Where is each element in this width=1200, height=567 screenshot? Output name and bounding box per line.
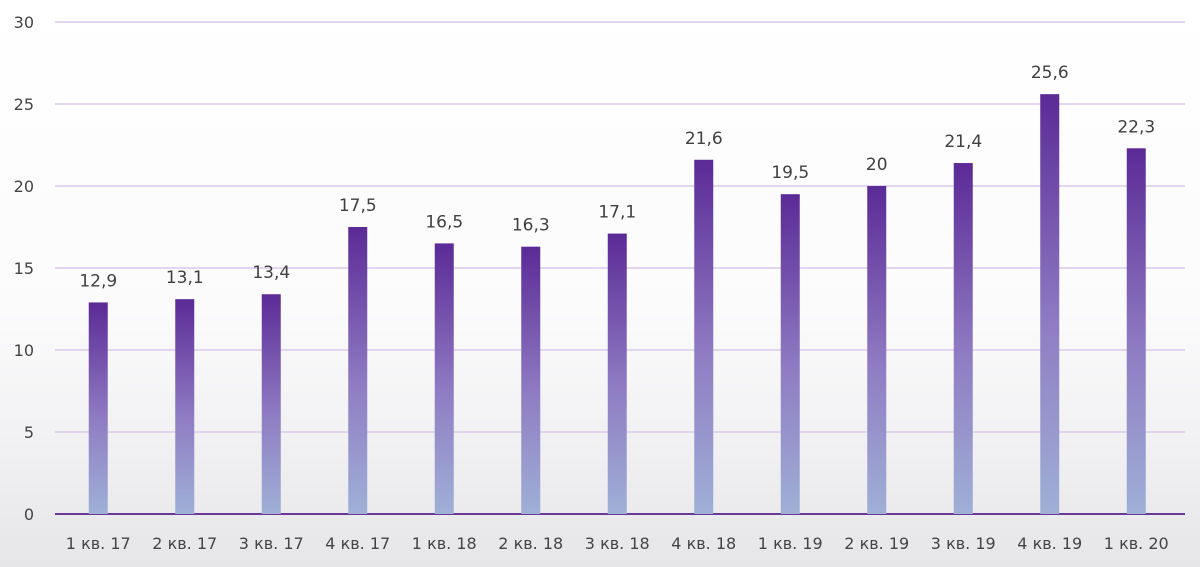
bar <box>953 163 973 515</box>
x-tick-label: 3 кв. 18 <box>585 534 650 553</box>
y-axis-tick-labels: 0 5 10 15 20 25 30 <box>14 13 34 524</box>
bar <box>694 159 714 514</box>
data-label: 12,9 <box>79 271 117 291</box>
data-label: 13,4 <box>252 263 290 283</box>
x-tick-label: 4 кв. 19 <box>1017 534 1082 553</box>
bar <box>780 194 800 514</box>
data-label: 16,3 <box>512 216 550 236</box>
bar <box>1126 148 1146 514</box>
data-label: 21,6 <box>685 129 723 149</box>
data-label: 17,1 <box>598 203 636 223</box>
x-tick-label: 1 кв. 18 <box>412 534 477 553</box>
bar <box>1040 94 1060 514</box>
data-label: 19,5 <box>771 163 809 183</box>
x-axis-tick-labels: 1 кв. 17 2 кв. 17 3 кв. 17 4 кв. 17 1 кв. 18… <box>66 534 1169 553</box>
x-tick-label: 4 кв. 17 <box>325 534 390 553</box>
y-tick-label: 30 <box>14 13 34 32</box>
data-label: 21,4 <box>944 132 982 152</box>
y-tick-label: 15 <box>14 259 34 278</box>
y-tick-label: 25 <box>14 95 34 114</box>
bar <box>175 299 195 514</box>
data-label: 22,3 <box>1117 117 1155 137</box>
bar <box>348 227 368 514</box>
bar <box>434 243 454 514</box>
y-tick-label: 0 <box>24 505 34 524</box>
x-tick-label: 1 кв. 20 <box>1104 534 1169 553</box>
x-tick-label: 3 кв. 17 <box>239 534 304 553</box>
data-labels: 12,9 13,1 13,4 17,5 16,5 16,3 17,1 21,6 19,5 20 21… <box>79 63 1155 291</box>
x-tick-label: 1 кв. 19 <box>758 534 823 553</box>
bar <box>607 233 627 514</box>
x-tick-label: 2 кв. 17 <box>152 534 217 553</box>
bar <box>867 186 887 514</box>
y-tick-label: 10 <box>14 341 34 360</box>
bar <box>88 302 108 514</box>
bar <box>261 294 281 514</box>
x-tick-label: 1 кв. 17 <box>66 534 131 553</box>
x-tick-label: 2 кв. 18 <box>498 534 563 553</box>
bar <box>521 246 541 514</box>
x-tick-label: 2 кв. 19 <box>844 534 909 553</box>
data-label: 16,5 <box>425 212 463 232</box>
bars <box>88 94 1146 515</box>
y-tick-label: 20 <box>14 177 34 196</box>
y-tick-label: 5 <box>24 423 34 442</box>
data-label: 25,6 <box>1031 63 1069 83</box>
data-label: 20 <box>866 155 888 175</box>
data-label: 13,1 <box>166 268 204 288</box>
x-tick-label: 4 кв. 18 <box>671 534 736 553</box>
data-label: 17,5 <box>339 196 377 216</box>
x-tick-label: 3 кв. 19 <box>931 534 996 553</box>
